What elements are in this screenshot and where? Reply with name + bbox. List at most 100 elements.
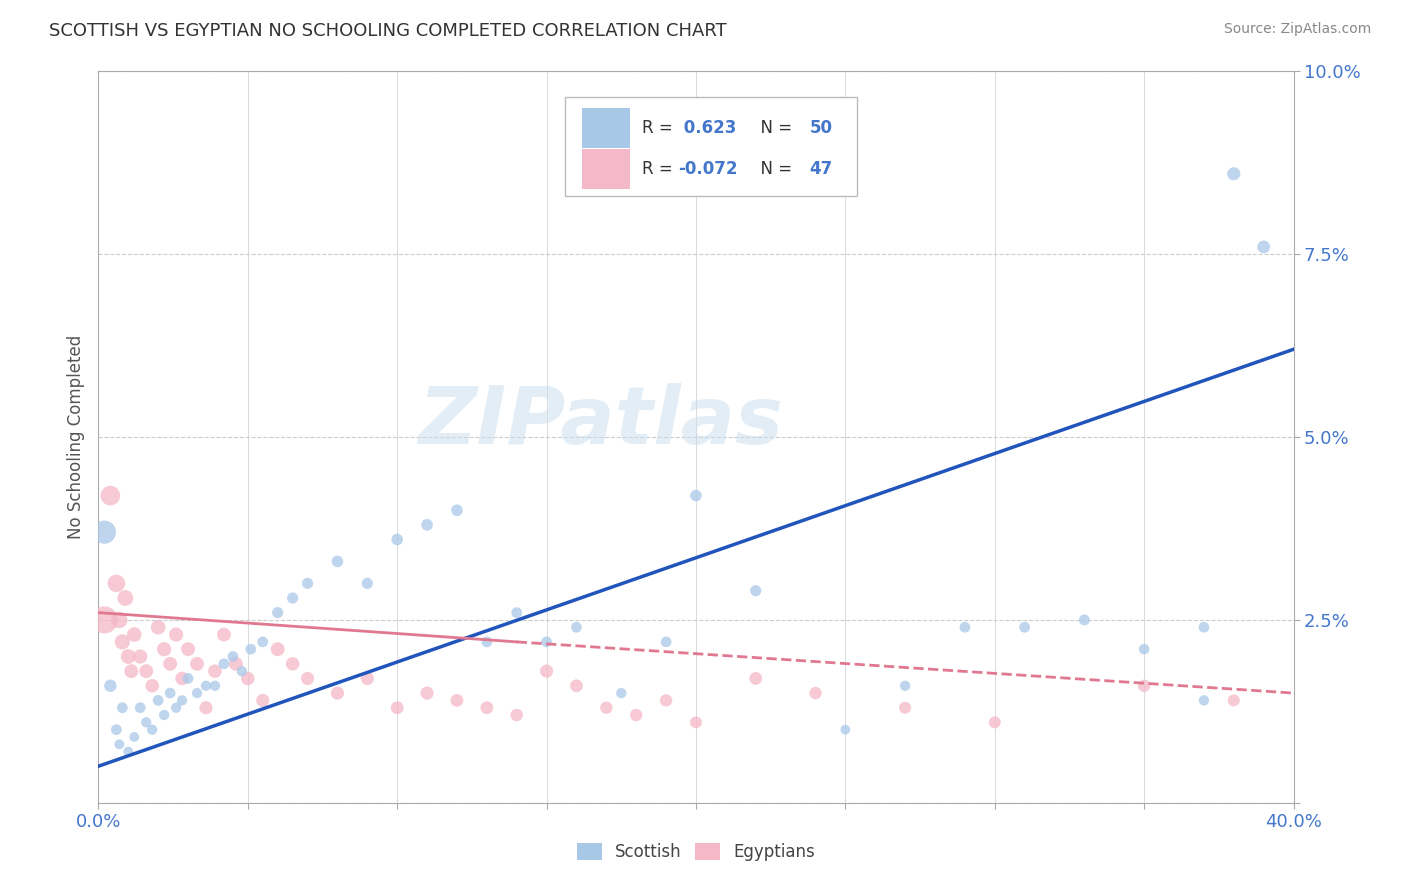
Point [212,627,235,641]
Point [204,679,226,693]
Point [267,606,290,620]
Point [475,635,498,649]
Point [416,517,439,532]
Point [356,576,378,591]
Point [506,708,529,723]
Point [153,642,176,657]
Point [225,657,247,671]
Point [326,554,349,568]
Point [153,708,176,723]
Point [745,672,768,686]
Point [236,672,259,686]
Point [356,672,378,686]
Point [177,672,200,686]
Point [1133,642,1156,657]
Point [252,635,274,649]
Point [536,664,558,678]
Text: 0.623: 0.623 [678,119,737,137]
Point [1253,240,1275,254]
Point [745,583,768,598]
Point [172,693,194,707]
Point [267,642,290,657]
Point [159,686,181,700]
Point [252,693,274,707]
Point [953,620,976,634]
Point [108,737,131,751]
Text: N =: N = [749,161,797,178]
Point [172,672,194,686]
Point [120,664,142,678]
Point [108,613,131,627]
Point [1223,693,1246,707]
Point [385,533,409,547]
Point [111,700,134,714]
Point [565,620,588,634]
Text: Source: ZipAtlas.com: Source: ZipAtlas.com [1223,22,1371,37]
Text: 47: 47 [810,161,832,178]
Text: R =: R = [643,161,678,178]
Text: SCOTTISH VS EGYPTIAN NO SCHOOLING COMPLETED CORRELATION CHART: SCOTTISH VS EGYPTIAN NO SCHOOLING COMPLE… [49,22,727,40]
Point [894,679,917,693]
Point [204,664,226,678]
Point [105,576,128,591]
Text: N =: N = [749,119,797,137]
Point [124,730,146,744]
Point [1192,693,1215,707]
Point [894,700,917,714]
Point [297,576,319,591]
Point [212,657,235,671]
Point [446,693,468,707]
Point [117,649,139,664]
Point [326,686,349,700]
Point [98,489,122,503]
Point [129,649,152,664]
Point [148,620,170,634]
FancyBboxPatch shape [582,149,630,189]
Text: R =: R = [643,119,678,137]
Point [93,525,115,540]
Text: ZIPatlas: ZIPatlas [418,384,783,461]
Point [135,664,157,678]
Point [105,723,128,737]
Point [475,700,498,714]
Point [111,635,134,649]
Point [595,700,617,714]
Point [114,591,136,605]
Point [231,664,253,678]
Point [804,686,827,700]
Point [239,642,262,657]
FancyBboxPatch shape [565,97,858,195]
Point [506,606,529,620]
Point [186,686,208,700]
Legend: Scottish, Egyptians: Scottish, Egyptians [569,836,823,868]
Point [148,693,170,707]
Point [536,635,558,649]
Point [655,693,678,707]
Point [610,686,633,700]
Point [1073,613,1095,627]
Point [222,649,245,664]
Point [281,591,304,605]
Point [416,686,439,700]
Point [1192,620,1215,634]
Point [984,715,1007,730]
Y-axis label: No Schooling Completed: No Schooling Completed [66,335,84,539]
Point [655,635,678,649]
Text: -0.072: -0.072 [678,161,738,178]
Point [165,700,187,714]
Point [177,642,200,657]
Point [129,700,152,714]
Point [281,657,304,671]
Point [135,715,157,730]
Point [117,745,139,759]
Point [159,657,181,671]
Point [834,723,856,737]
Point [195,700,218,714]
Point [685,489,707,503]
Point [685,715,707,730]
Point [626,708,648,723]
Point [297,672,319,686]
Point [93,613,115,627]
Text: 50: 50 [810,119,832,137]
Point [186,657,208,671]
